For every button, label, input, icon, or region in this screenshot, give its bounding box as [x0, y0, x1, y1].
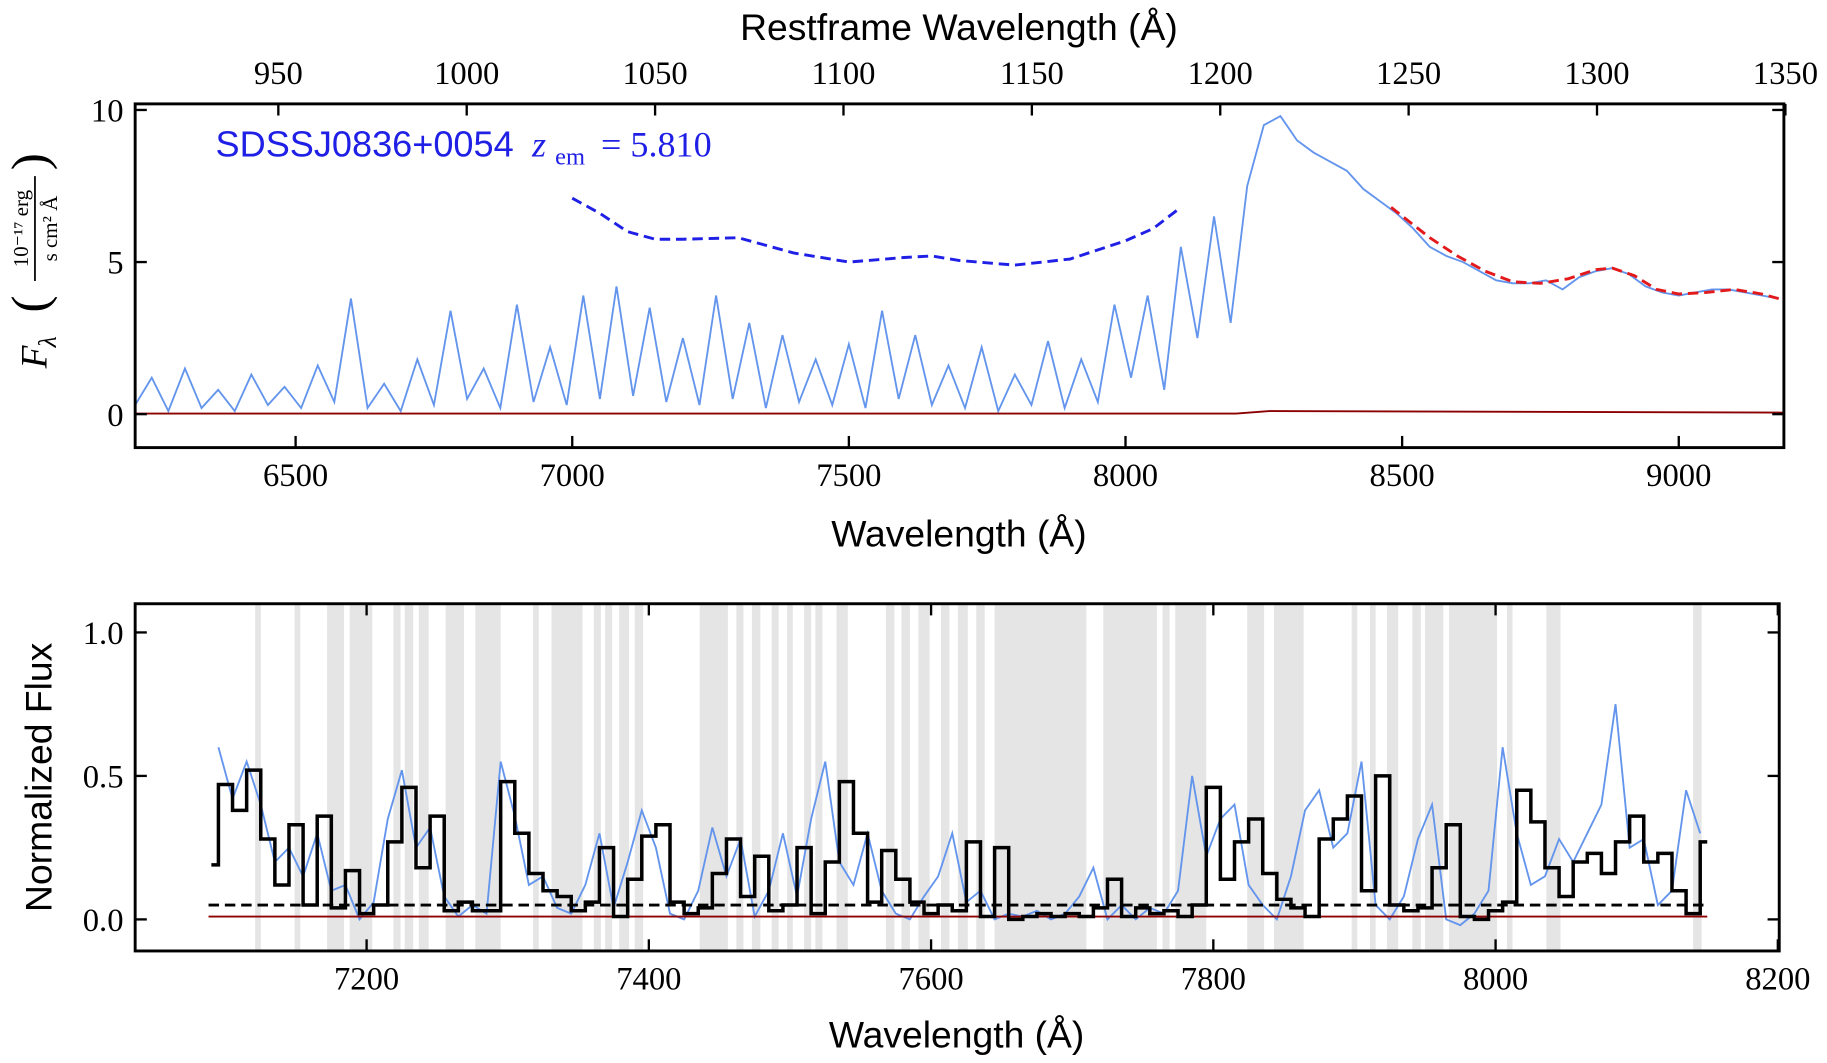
y-axis-label: Normalized Flux — [17, 642, 59, 912]
x-tick-label: 7400 — [616, 961, 681, 997]
masked-region — [593, 603, 601, 951]
x-tick-label: 7600 — [898, 961, 963, 997]
x2-tick-label: 1250 — [1376, 56, 1441, 92]
masked-region — [976, 603, 985, 951]
masked-region — [533, 603, 539, 951]
x2-tick-label: 1200 — [1188, 56, 1253, 92]
y-label-symbol: F — [15, 344, 56, 369]
redshift-subscript: em — [555, 143, 585, 170]
masked-region — [1369, 603, 1376, 951]
x-axis-label: Wavelength (Å) — [829, 1014, 1084, 1056]
x-tick-label: 7800 — [1181, 961, 1246, 997]
y-label-paren: ) — [2, 153, 59, 170]
y-tick-label: 1.0 — [83, 616, 124, 652]
redshift-value: = 5.810 — [601, 124, 712, 164]
axes-frame — [133, 602, 1781, 953]
x2-axis-label: Restframe Wavelength (Å) — [740, 6, 1178, 48]
masked-region — [1386, 603, 1399, 951]
annotation: SDSSJ0836+0054 z em = 5.810 — [216, 123, 712, 172]
masked-region — [1175, 603, 1207, 951]
y-tick-label: 5 — [107, 246, 123, 282]
x-tick-label: 8200 — [1745, 961, 1810, 997]
axes-frame — [133, 102, 1786, 450]
x2-tick-label: 1150 — [1000, 56, 1064, 92]
y-axis-label: F λ ( 10⁻¹⁷ erg s cm² Å ) — [2, 153, 62, 369]
y-tick-label: 0.5 — [83, 760, 124, 796]
masked-region — [393, 603, 401, 951]
masked-region — [940, 603, 950, 951]
y-tick-label: 0.0 — [83, 903, 124, 939]
dashed-line — [571, 196, 1182, 267]
masked-region — [605, 603, 613, 951]
masked-region — [751, 603, 761, 951]
masked-region — [1412, 603, 1421, 951]
object-name: SDSSJ0836+0054 — [216, 123, 514, 164]
x2-tick-label: 1100 — [811, 56, 875, 92]
masked-region — [255, 603, 261, 951]
masked-region — [901, 603, 910, 951]
masked-region — [294, 603, 301, 951]
masked-region — [445, 603, 464, 951]
y-label-paren: ( — [2, 295, 59, 312]
masked-region — [349, 603, 373, 951]
x2-tick-label: 1000 — [434, 56, 499, 92]
y-tick-label: 0 — [107, 398, 123, 434]
masked-region — [1425, 603, 1444, 951]
masked-region — [787, 603, 793, 951]
masked-region — [1274, 603, 1304, 951]
masked-region — [1162, 603, 1170, 951]
masked-region — [815, 603, 823, 951]
masked-region — [1103, 603, 1157, 951]
masked-region — [619, 603, 630, 951]
masked-region — [1693, 603, 1702, 951]
x-tick-label: 8500 — [1370, 458, 1435, 494]
redshift-symbol: z — [531, 124, 546, 164]
x-tick-label: 8000 — [1093, 458, 1158, 494]
spectrum-line — [135, 410, 1784, 415]
x-axis-label: Wavelength (Å) — [831, 513, 1086, 555]
x2-tick-label: 1050 — [622, 56, 687, 92]
masked-region — [804, 603, 812, 951]
masked-region — [1351, 603, 1358, 951]
spectrum-line — [135, 114, 1779, 414]
masked-region — [404, 603, 414, 951]
plot-area — [135, 114, 1784, 415]
y-unit-numerator: 10⁻¹⁷ erg — [9, 189, 33, 267]
masked-region — [771, 603, 779, 951]
masked-region — [1247, 603, 1265, 951]
x-tick-label: 6500 — [263, 458, 328, 494]
x-tick-label: 9000 — [1646, 458, 1711, 494]
masked-region — [1506, 603, 1513, 951]
masked-region — [418, 603, 429, 951]
dashed-line — [1390, 206, 1784, 302]
masked-region — [1449, 603, 1497, 951]
x2-tick-label: 1350 — [1753, 56, 1818, 92]
spectrum-line — [217, 704, 1702, 927]
x2-tick-label: 950 — [254, 56, 303, 92]
plot-area — [208, 603, 1708, 951]
masked-region — [885, 603, 895, 951]
masked-region — [836, 603, 848, 951]
masked-region — [634, 603, 644, 951]
x2-tick-label: 1300 — [1564, 56, 1629, 92]
y-label-subscript: λ — [33, 336, 62, 348]
x-tick-label: 7200 — [334, 961, 399, 997]
masked-region — [918, 603, 930, 951]
masked-region — [957, 603, 968, 951]
masked-region — [1546, 603, 1561, 951]
masked-region — [736, 603, 744, 951]
y-unit-denominator: s cm² Å — [38, 196, 62, 262]
y-tick-label: 10 — [91, 94, 124, 130]
x-tick-label: 7500 — [816, 458, 881, 494]
binned-flux — [211, 768, 1708, 922]
x-tick-label: 8000 — [1463, 961, 1528, 997]
x-tick-label: 7000 — [540, 458, 605, 494]
